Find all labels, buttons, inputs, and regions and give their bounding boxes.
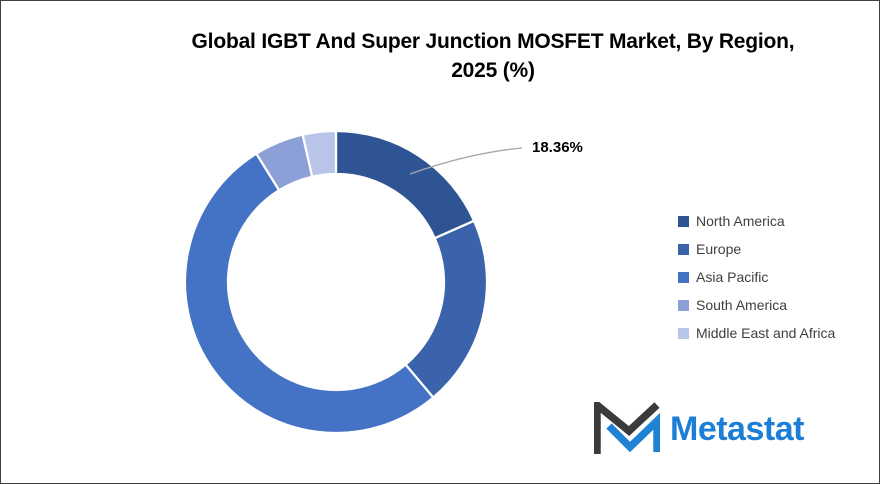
legend-label-europe: Europe (696, 241, 742, 257)
donut-slice-asia-pacific (183, 152, 435, 435)
legend-marker-asia-pacific (678, 271, 689, 283)
logo-m-blue-stroke (606, 412, 660, 453)
data-label-north-america: 18.36% (532, 139, 583, 156)
legend-item-north-america: North America (678, 207, 835, 235)
legend-label-south-america: South America (696, 297, 788, 313)
chart-title-line-2: 2025 (%) (451, 59, 535, 82)
chart-title-line-1: Global IGBT And Super Junction MOSFET Ma… (191, 30, 795, 53)
legend-item-south-america: South America (678, 291, 835, 319)
donut-slice-middle-east-and-africa (301, 129, 338, 178)
legend-marker-europe (678, 243, 689, 255)
logo-m-dark-stroke (594, 402, 660, 454)
legend-label-middle-east-and-africa: Middle East and Africa (696, 325, 836, 341)
legend-label-north-america: North America (696, 213, 785, 229)
legend-label-asia-pacific: Asia Pacific (696, 269, 769, 285)
chart-legend: North America Europe Asia Pacific South Ame… (678, 207, 835, 347)
legend-item-europe: Europe (678, 235, 835, 263)
legend-item-asia-pacific: Asia Pacific (678, 263, 835, 291)
metastat-logo-text: Metastat (670, 409, 804, 448)
donut-slice-north-america (334, 129, 476, 240)
metastat-logo-icon (594, 402, 660, 454)
chart-title: Global IGBT And Super Junction MOSFET Ma… (105, 27, 879, 85)
legend-marker-south-america (678, 299, 689, 311)
legend-item-middle-east-and-africa: Middle East and Africa (678, 319, 835, 347)
donut-slice-europe (404, 219, 489, 400)
legend-marker-middle-east-and-africa (678, 327, 689, 339)
data-label-leader-line (409, 147, 523, 175)
metastat-logo: Metastat (594, 402, 804, 456)
legend-marker-north-america (678, 215, 689, 227)
